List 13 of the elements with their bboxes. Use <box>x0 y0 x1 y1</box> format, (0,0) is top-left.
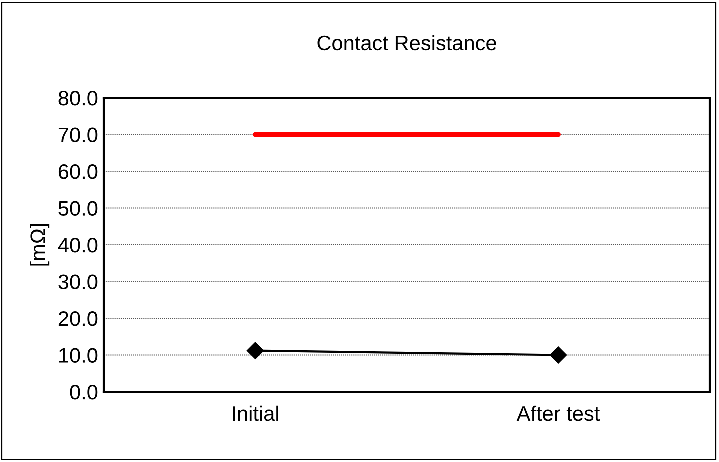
x-tick-label: After test <box>516 406 600 422</box>
y-tick-label: 50.0 <box>58 201 98 216</box>
y-axis-title: [mΩ] <box>30 224 50 266</box>
y-tick-label: 20.0 <box>58 312 98 326</box>
y-tick-label: 30.0 <box>58 274 98 290</box>
x-tick-label: Initial <box>233 406 278 422</box>
y-tick-label: 0.0 <box>70 385 98 400</box>
y-tick-label: 40.0 <box>58 238 98 253</box>
chart-title: Contact Resistance <box>318 35 496 51</box>
y-tick-label: 10.0 <box>59 348 98 364</box>
y-tick-label: 80.0 <box>58 91 98 106</box>
y-tick-label: 60.0 <box>58 164 98 180</box>
y-tick-label: 70.0 <box>58 128 98 143</box>
